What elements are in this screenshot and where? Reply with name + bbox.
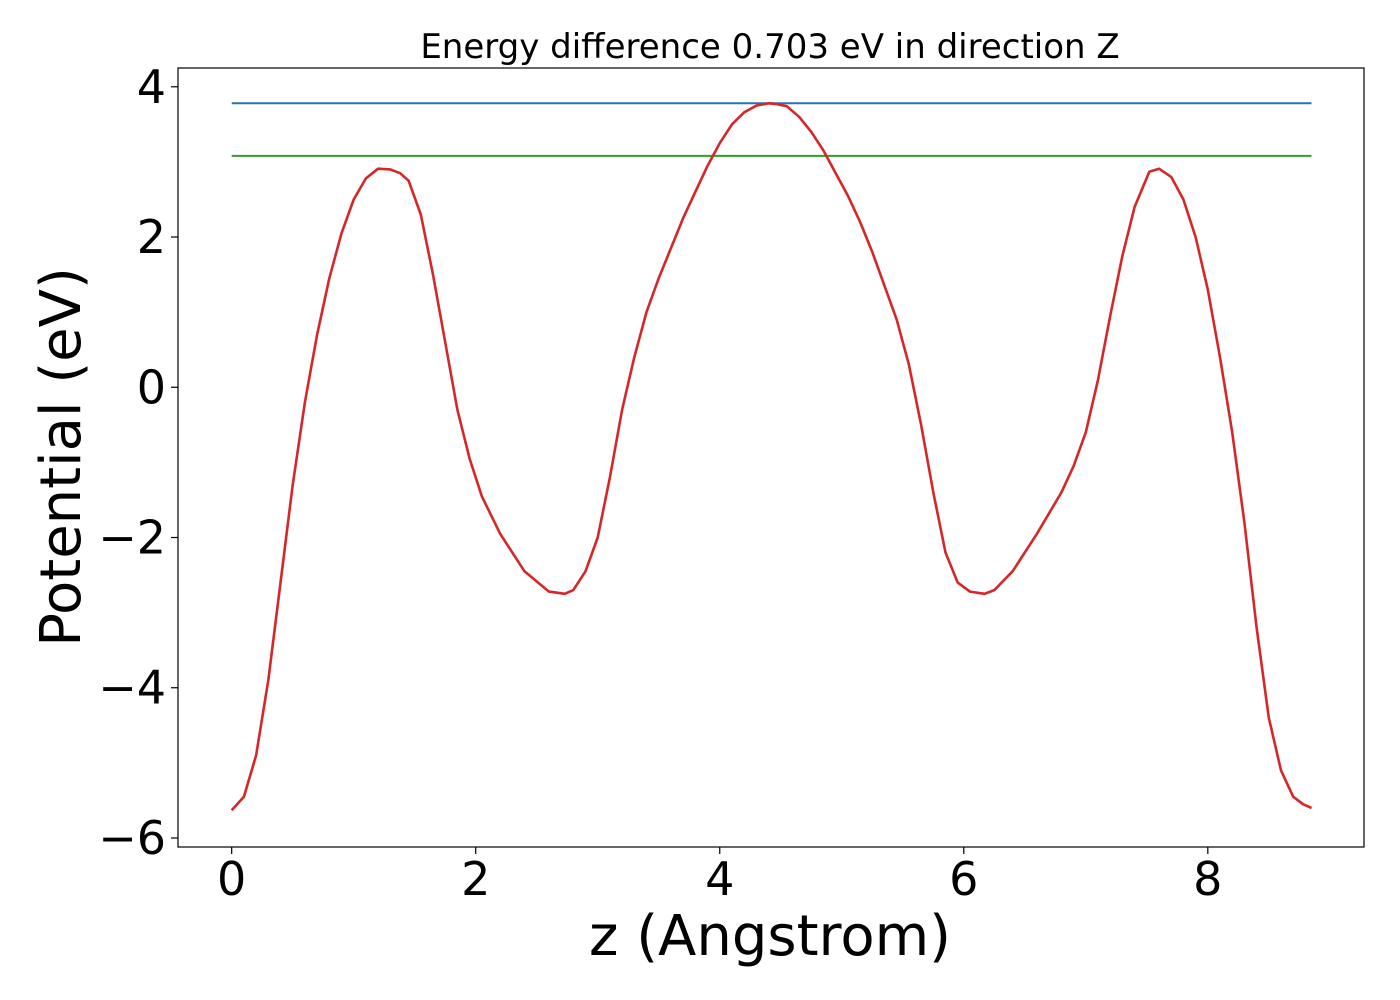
y-tick-label: −4 [98, 661, 166, 715]
y-axis-label: Potential (eV) [29, 267, 94, 647]
plot-area [230, 102, 1313, 812]
x-tick-label: 4 [705, 852, 734, 906]
y-tick-label: −2 [98, 511, 166, 565]
y-tick-label: 2 [137, 210, 166, 264]
y-tick-label: −6 [98, 811, 166, 865]
x-axis-label: z (Angstrom) [589, 904, 951, 969]
y-axis: −6 −4 −2 0 2 4 [98, 60, 178, 865]
x-tick-label: 6 [949, 852, 978, 906]
x-tick-label: 0 [217, 852, 246, 906]
x-axis: 0 2 4 6 8 [217, 847, 1222, 906]
x-tick-label: 2 [461, 852, 490, 906]
chart-title: Energy difference 0.703 eV in direction … [420, 27, 1119, 67]
y-tick-label: 4 [137, 60, 166, 114]
x-tick-label: 8 [1193, 852, 1222, 906]
y-tick-label: 0 [137, 360, 166, 414]
axes-frame [177, 67, 1365, 848]
series-line-2 [230, 102, 1313, 812]
